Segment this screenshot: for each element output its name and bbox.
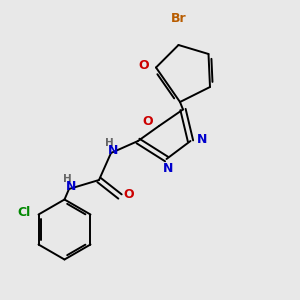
Text: O: O	[138, 58, 149, 72]
Text: N: N	[163, 161, 173, 175]
Text: Cl: Cl	[17, 206, 31, 219]
Text: Br: Br	[171, 11, 186, 25]
Text: O: O	[124, 188, 134, 202]
Text: N: N	[66, 180, 76, 193]
Text: N: N	[197, 133, 207, 146]
Text: O: O	[142, 115, 153, 128]
Text: H: H	[105, 138, 114, 148]
Text: H: H	[63, 174, 72, 184]
Text: N: N	[108, 143, 118, 157]
